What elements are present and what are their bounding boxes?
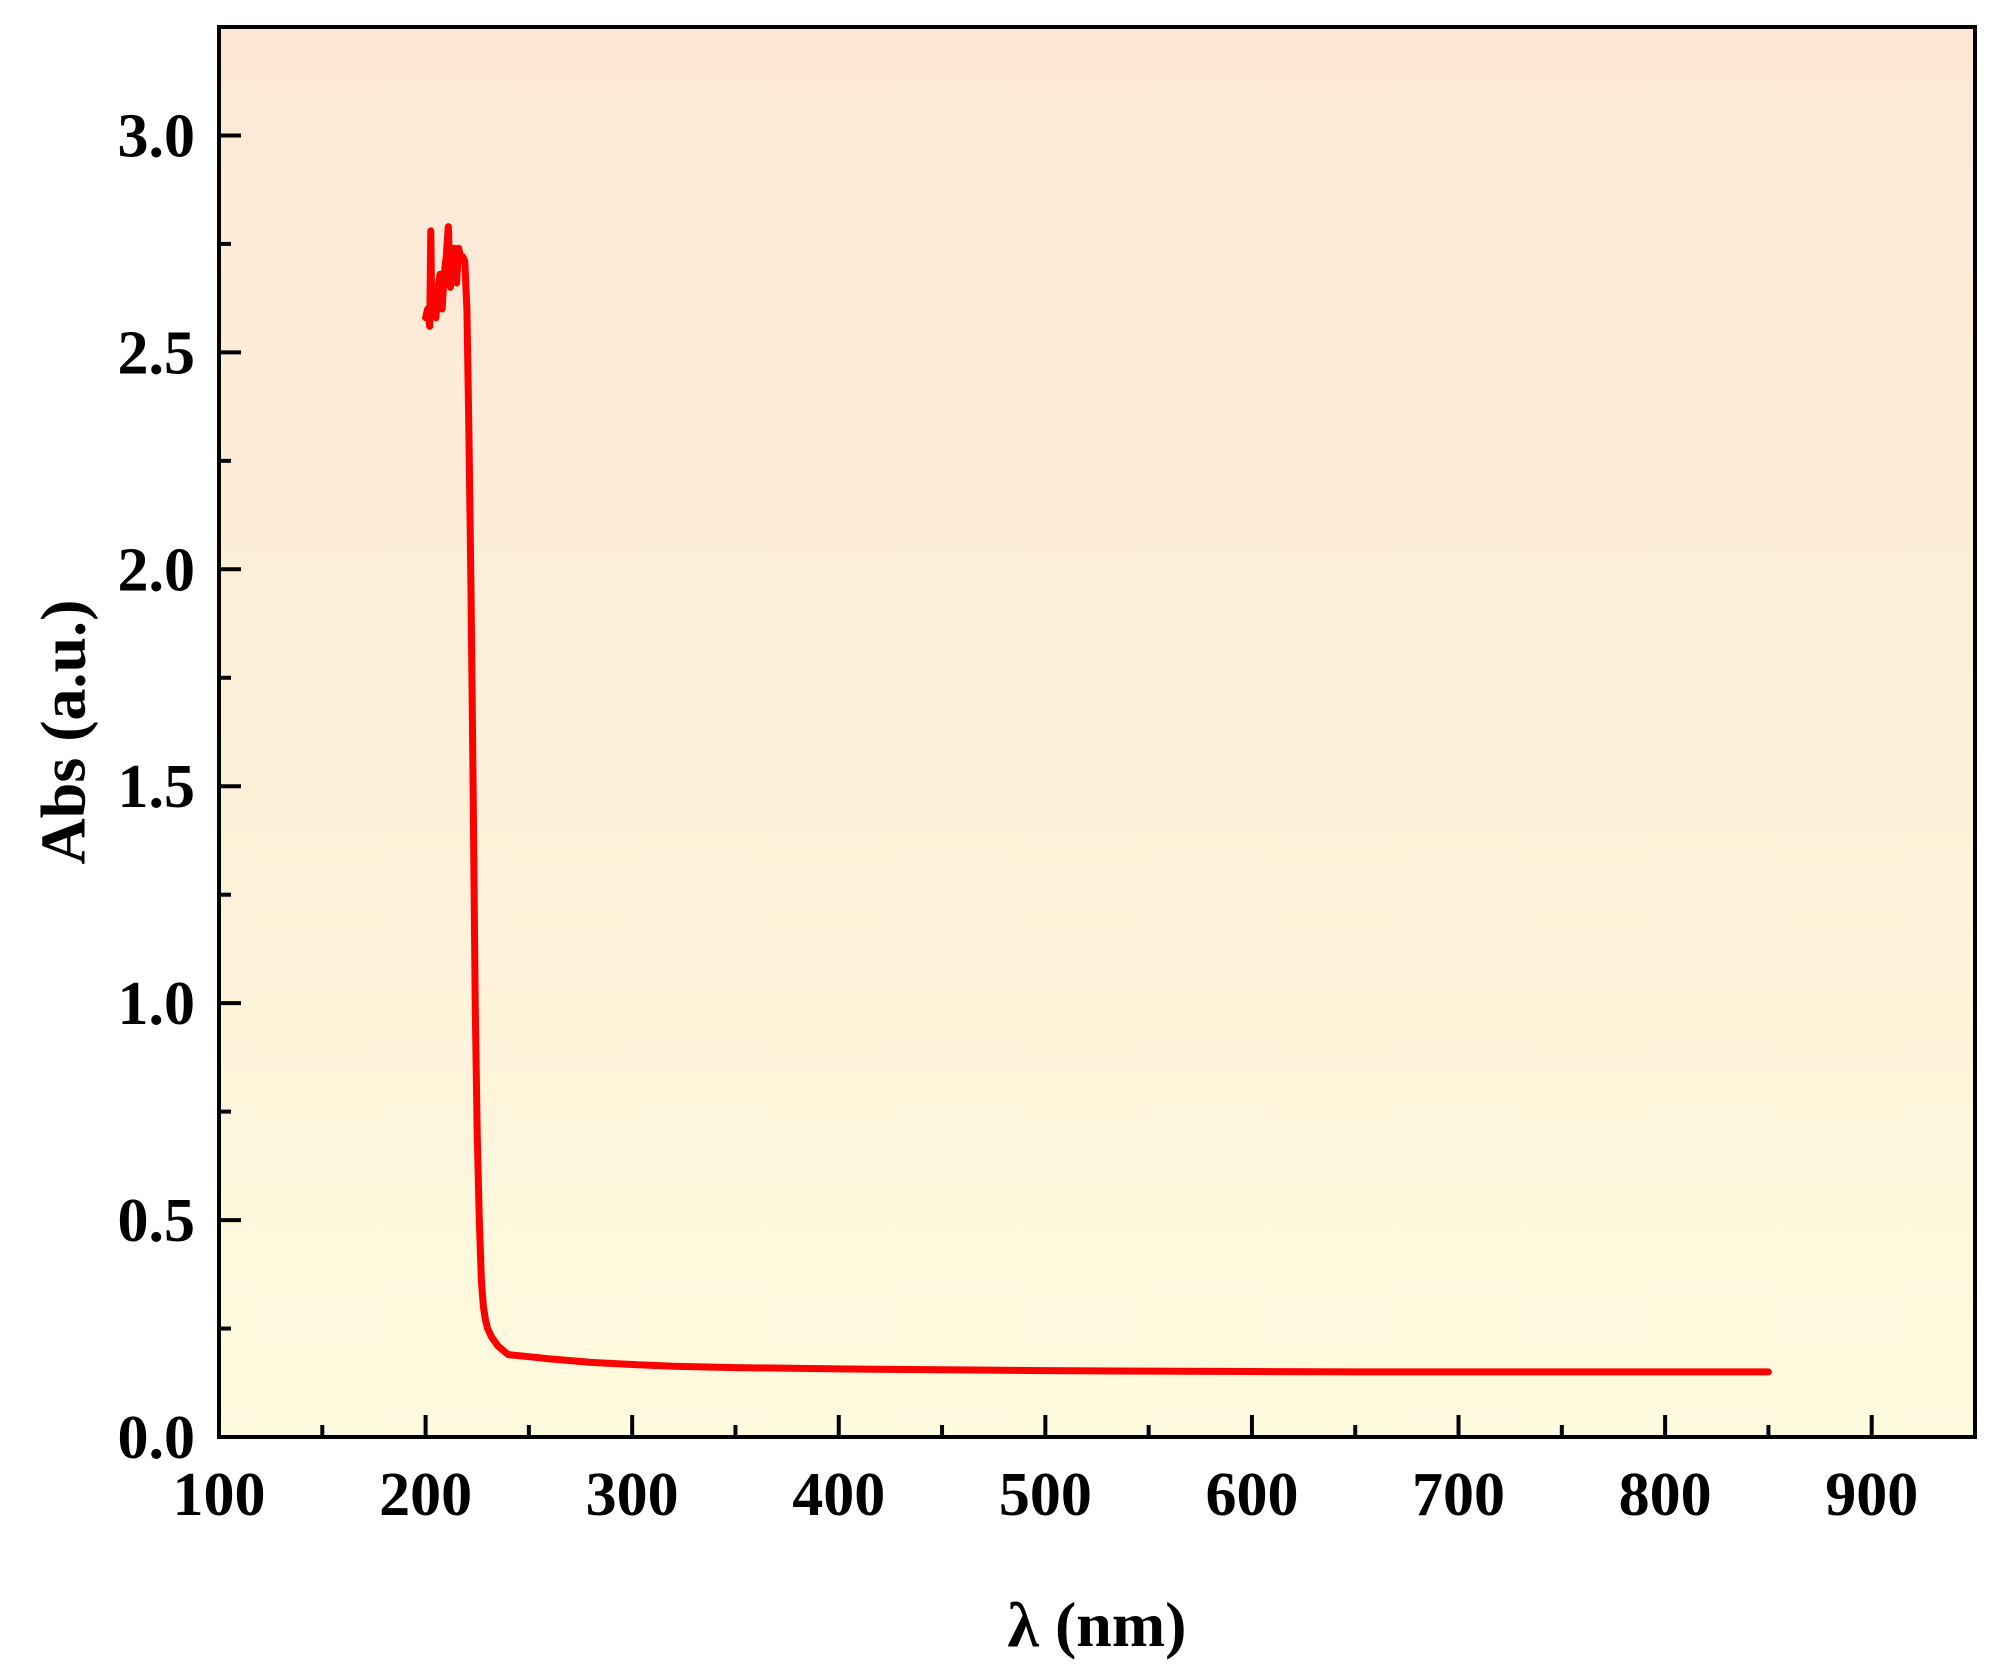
plot-frame xyxy=(217,25,1977,1439)
y-tick-label: 3.0 xyxy=(118,102,196,170)
series-layer xyxy=(422,223,1772,1376)
y-tick-label: 1.5 xyxy=(118,753,196,821)
y-tick-label: 0.5 xyxy=(118,1187,196,1255)
labels-layer: 100 200 300 400 500 600 700 800 900 0.0 0.5 1.0 1.5 2… xyxy=(118,102,1919,1529)
series-line xyxy=(422,223,1772,1376)
y-tick-label: 0.0 xyxy=(118,1404,196,1472)
x-tick-label: 400 xyxy=(792,1461,885,1529)
x-tick-label: 100 xyxy=(173,1461,266,1529)
x-tick-label: 600 xyxy=(1205,1461,1298,1529)
y-tick-label: 1.0 xyxy=(118,970,196,1038)
x-tick-label: 200 xyxy=(379,1461,472,1529)
plot-background xyxy=(219,27,1975,1437)
y-tick-label: 2.5 xyxy=(118,319,196,387)
x-tick-label: 300 xyxy=(586,1461,679,1529)
y-axis-title: Abs (a.u.) xyxy=(27,600,98,865)
x-tick-label: 700 xyxy=(1412,1461,1505,1529)
y-tick-label: 2.0 xyxy=(118,536,196,604)
x-tick-label: 500 xyxy=(999,1461,1092,1529)
x-tick-label: 900 xyxy=(1825,1461,1918,1529)
x-axis-title: λ (nm) xyxy=(1008,1589,1187,1660)
x-tick-label: 800 xyxy=(1619,1461,1712,1529)
